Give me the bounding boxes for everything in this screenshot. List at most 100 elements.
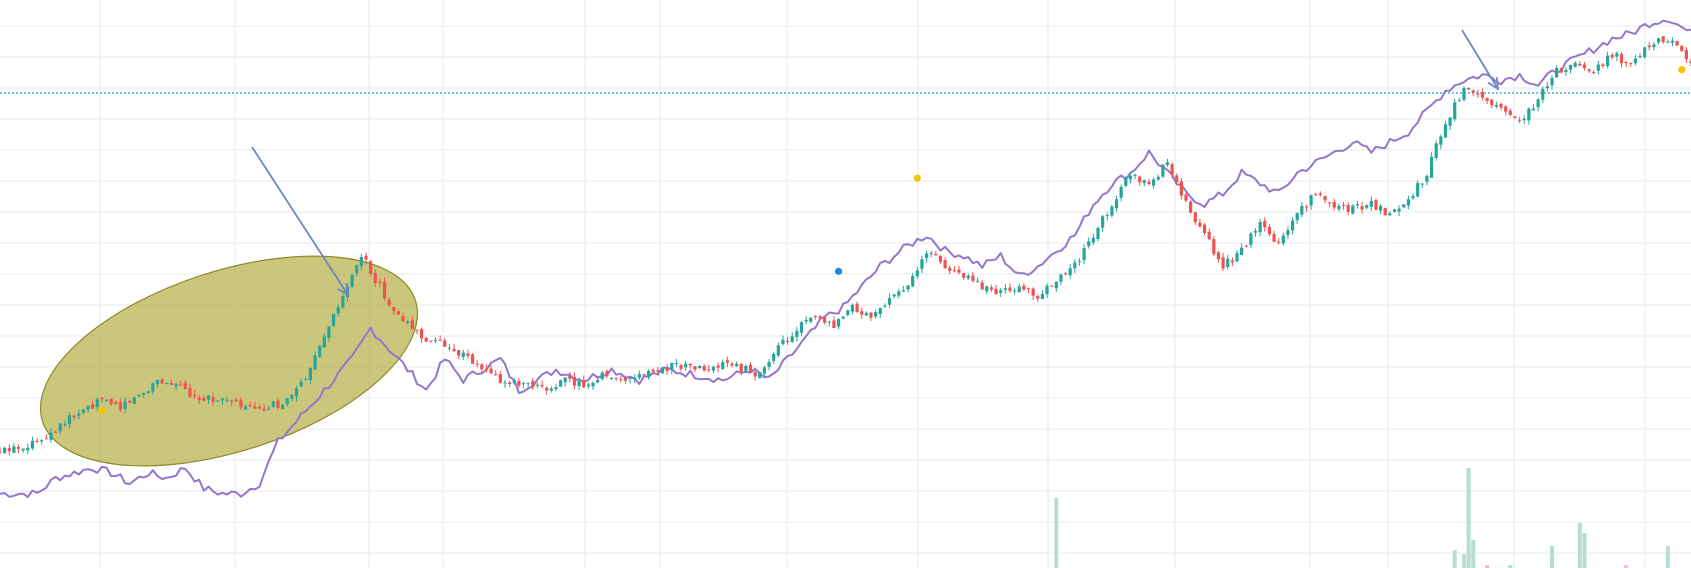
candle-body xyxy=(795,330,799,338)
candle-body xyxy=(290,394,294,399)
candle-body xyxy=(1193,212,1197,223)
candle-body xyxy=(1170,164,1174,175)
candle-body xyxy=(146,391,150,393)
candle-body xyxy=(457,350,461,356)
candle-body xyxy=(1207,231,1211,240)
candle-body xyxy=(748,364,753,372)
candle-body xyxy=(767,361,771,367)
candle-body xyxy=(957,269,961,273)
candle-body xyxy=(294,388,299,397)
candle-body xyxy=(1467,87,1471,90)
candle-body xyxy=(225,400,229,402)
candle-body xyxy=(452,348,456,352)
candle-body xyxy=(498,374,502,383)
candle-body xyxy=(591,382,595,387)
candle-body xyxy=(707,369,711,371)
candle-body xyxy=(58,423,62,432)
candle-body xyxy=(1629,63,1633,65)
candle-body xyxy=(299,381,303,387)
candle-body xyxy=(558,380,563,387)
candle-body xyxy=(211,397,215,402)
candle-body xyxy=(637,374,641,378)
candle-body xyxy=(596,379,600,383)
candle-body xyxy=(1277,241,1281,243)
candle-body xyxy=(91,404,95,409)
annotation-arrow-head xyxy=(1487,76,1500,91)
candle-body xyxy=(1666,41,1670,43)
candle-body xyxy=(901,290,906,292)
candle-body xyxy=(1063,273,1068,275)
candle-body xyxy=(72,415,76,418)
candle-body xyxy=(850,304,855,312)
candle-body xyxy=(216,400,220,402)
candle-body xyxy=(1675,40,1679,46)
candle-body xyxy=(220,398,224,401)
candle-body xyxy=(1490,99,1494,106)
drawings-front-layer[interactable] xyxy=(251,29,1500,297)
candle-body xyxy=(1082,248,1086,261)
candle-body xyxy=(322,336,326,348)
candle-body xyxy=(1494,104,1499,107)
candle-body xyxy=(521,383,526,385)
candle-body xyxy=(304,378,308,380)
candle-body xyxy=(1624,61,1628,63)
candle-body xyxy=(1448,117,1452,126)
candle-body xyxy=(257,406,262,409)
highlight-ellipse xyxy=(39,255,419,467)
candle-body xyxy=(262,408,266,411)
candle-body xyxy=(938,255,943,262)
volume-bar xyxy=(1054,498,1059,568)
candle-body xyxy=(1680,46,1684,51)
candle-body xyxy=(1522,118,1526,121)
candle-body xyxy=(735,363,739,367)
candle-body xyxy=(1406,199,1410,206)
candle-body xyxy=(758,372,762,379)
candle-body xyxy=(197,397,201,401)
candle-body xyxy=(693,366,697,370)
candle-body xyxy=(53,431,58,433)
candle-body xyxy=(188,388,192,397)
candle-body xyxy=(239,399,243,408)
candle-body xyxy=(406,321,410,323)
candle-body xyxy=(512,379,516,383)
candle-body xyxy=(1378,206,1383,211)
candle-body xyxy=(531,380,535,388)
candle-body xyxy=(781,339,785,345)
candle-body xyxy=(999,290,1003,293)
candle-body xyxy=(1434,143,1438,158)
candle-body xyxy=(1175,175,1179,183)
candle-body xyxy=(1411,196,1415,199)
candle-body xyxy=(1420,183,1424,185)
drawings-layer[interactable] xyxy=(0,92,1691,507)
candle-body xyxy=(151,383,155,392)
candle-body xyxy=(943,260,947,269)
candle-body xyxy=(341,295,345,308)
volume-bar xyxy=(1508,565,1513,568)
candle-body xyxy=(730,363,734,366)
candle-body xyxy=(836,319,841,327)
candle-body xyxy=(1610,54,1614,58)
candle-body xyxy=(1226,258,1230,268)
candle-body xyxy=(753,371,757,377)
candle-body xyxy=(1661,36,1665,43)
candle-body xyxy=(1026,288,1031,290)
candle-body xyxy=(1124,177,1128,186)
candle-body xyxy=(1212,239,1216,255)
candle-body xyxy=(1429,156,1434,178)
candle-body xyxy=(929,253,933,255)
candle-body xyxy=(86,405,90,410)
candle-body xyxy=(1096,228,1100,239)
candle-body xyxy=(994,288,998,294)
candle-body xyxy=(253,406,257,409)
signal-dot-yellow xyxy=(1678,66,1686,74)
candle-body xyxy=(1267,226,1272,235)
candle-body xyxy=(1643,47,1647,58)
candle-body xyxy=(823,317,827,323)
candle-body xyxy=(142,392,146,395)
candle-body xyxy=(447,347,451,349)
candle-body xyxy=(109,399,113,404)
candle-body xyxy=(1476,93,1480,95)
candle-body xyxy=(1300,205,1304,215)
